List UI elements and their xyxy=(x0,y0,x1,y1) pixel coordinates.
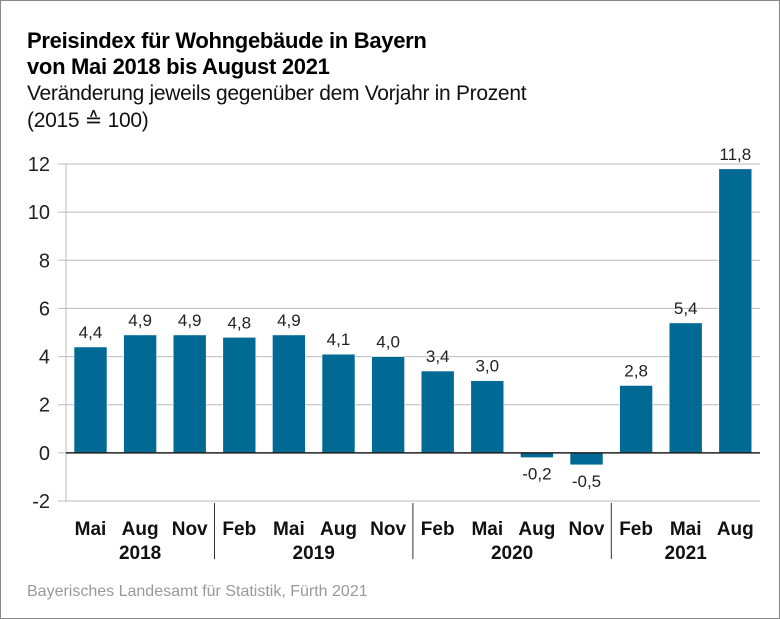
title-line-1: Preisindex für Wohngebäude in Bayern xyxy=(27,28,427,53)
subtitle-line-2: (2015 ≙ 100) xyxy=(27,109,149,132)
x-category-label: Mai xyxy=(273,519,305,540)
bar xyxy=(619,385,653,454)
x-category-label: Feb xyxy=(222,519,256,540)
y-tick-label: 2 xyxy=(39,395,50,417)
x-category-label: Mai xyxy=(471,519,503,540)
x-category-label: Mai xyxy=(670,519,702,540)
x-category-label: Aug xyxy=(122,519,159,540)
data-label: 3,4 xyxy=(426,347,450,366)
y-tick-label: -2 xyxy=(32,491,50,513)
x-category-label: Mai xyxy=(75,519,107,540)
data-label: 4,9 xyxy=(277,311,301,330)
x-category-label: Nov xyxy=(569,519,605,540)
x-group-label: 2019 xyxy=(293,543,335,564)
chart-subtitle: Veränderung jeweils gegenüber dem Vorjah… xyxy=(27,80,527,134)
data-label: 4,8 xyxy=(227,313,251,332)
y-tick-label: 10 xyxy=(28,202,50,224)
x-group-label: 2021 xyxy=(665,543,708,564)
bar xyxy=(668,322,703,454)
bar xyxy=(569,452,604,466)
y-tick-label: 12 xyxy=(28,154,50,176)
x-category-label: Feb xyxy=(421,519,455,540)
x-category-label: Feb xyxy=(619,519,653,540)
title-line-2: von Mai 2018 bis August 2021 xyxy=(27,54,330,79)
bar xyxy=(123,334,157,454)
data-label: 5,4 xyxy=(674,299,698,318)
y-tick-label: 4 xyxy=(39,347,50,369)
data-label: 4,9 xyxy=(128,311,152,330)
source-note: Bayerisches Landesamt für Statistik, Für… xyxy=(27,583,368,600)
x-category-label: Aug xyxy=(717,519,754,540)
bar xyxy=(222,337,257,454)
bar xyxy=(420,370,455,454)
bar xyxy=(272,334,306,454)
data-label: 11,8 xyxy=(719,145,751,164)
y-tick-label: 0 xyxy=(39,443,50,465)
data-label: -0,5 xyxy=(572,472,601,491)
subtitle-line-1: Veränderung jeweils gegenüber dem Vorjah… xyxy=(27,82,527,105)
data-label: 3,0 xyxy=(475,357,499,376)
y-tick-label: 8 xyxy=(39,250,50,272)
data-label: -0,2 xyxy=(522,465,551,484)
bar xyxy=(470,380,505,454)
y-tick-label: 6 xyxy=(39,298,50,320)
x-group-label: 2020 xyxy=(491,543,533,564)
data-label: 2,8 xyxy=(624,361,648,380)
x-category-label: Aug xyxy=(320,519,357,540)
data-label: 4,1 xyxy=(327,330,351,349)
data-label: 4,9 xyxy=(178,311,202,330)
data-label: 4,0 xyxy=(376,333,400,352)
bar xyxy=(718,168,753,454)
bar xyxy=(73,346,108,454)
x-group-label: 2018 xyxy=(119,543,161,564)
bar xyxy=(172,334,207,454)
bar xyxy=(371,356,405,454)
x-category-label: Aug xyxy=(518,519,555,540)
x-category-label: Nov xyxy=(370,519,406,540)
chart-title: Preisindex für Wohngebäude in Bayern von… xyxy=(27,28,427,80)
bar xyxy=(321,353,356,454)
data-label: 4,4 xyxy=(79,323,103,342)
x-category-label: Nov xyxy=(172,519,208,540)
